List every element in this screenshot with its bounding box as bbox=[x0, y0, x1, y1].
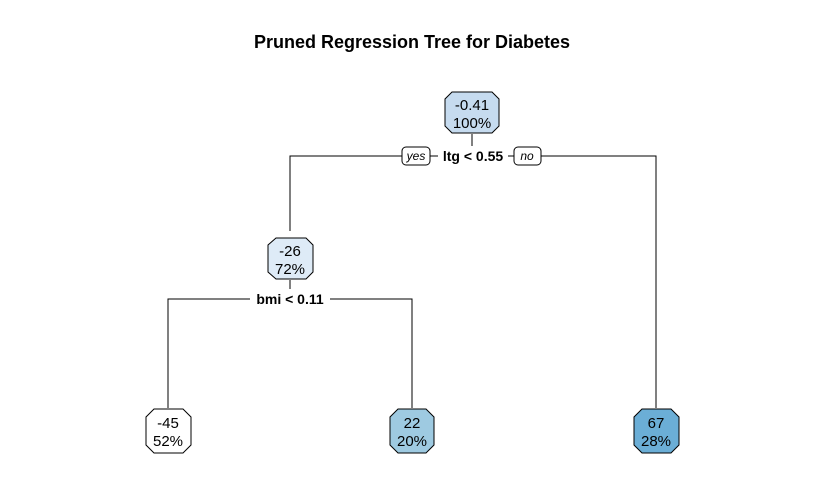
leaf-2-percent: 20% bbox=[397, 433, 427, 450]
tree-leaf-2: 22 20% bbox=[389, 408, 435, 454]
edge-left-to-leaf1 bbox=[167, 298, 250, 408]
branch-no-label: no bbox=[520, 149, 534, 163]
leaf-2-value: 22 bbox=[404, 415, 421, 432]
leaf-1-box bbox=[145, 408, 192, 454]
node-root-value: -0.41 bbox=[455, 97, 489, 114]
node-root-box bbox=[444, 91, 500, 134]
tree-edges bbox=[167, 134, 657, 408]
node-left-percent: 72% bbox=[275, 261, 305, 278]
edge-left-to-leaf2 bbox=[330, 298, 413, 408]
leaf-3-percent: 28% bbox=[641, 433, 671, 450]
leaf-3-box bbox=[633, 408, 680, 454]
chart-title: Pruned Regression Tree for Diabetes bbox=[254, 32, 570, 52]
node-root-percent: 100% bbox=[453, 115, 491, 132]
leaf-1-value: -45 bbox=[157, 415, 179, 432]
leaf-2-box bbox=[389, 408, 435, 454]
tree-leaf-1: -45 52% bbox=[145, 408, 192, 454]
edge-root-to-left bbox=[289, 155, 402, 231]
node-left-value: -26 bbox=[279, 243, 301, 260]
edge-root-to-right bbox=[541, 155, 657, 408]
leaf-1-percent: 52% bbox=[153, 433, 183, 450]
branch-no-box bbox=[513, 146, 542, 166]
split-left-label: bmi < 0.11 bbox=[256, 291, 324, 307]
leaf-3-value: 67 bbox=[648, 415, 665, 432]
branch-yes-label: yes bbox=[406, 149, 426, 163]
split-root: yes ltg < 0.55 no bbox=[401, 146, 542, 166]
tree-node-root: -0.41 100% bbox=[444, 91, 500, 134]
tree-leaf-3: 67 28% bbox=[633, 408, 680, 454]
tree-node-left: -26 72% bbox=[267, 237, 314, 280]
branch-yes-box bbox=[401, 146, 431, 166]
node-left-box bbox=[267, 237, 314, 280]
split-root-label: ltg < 0.55 bbox=[443, 148, 504, 164]
